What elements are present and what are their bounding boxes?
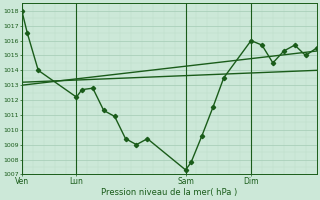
X-axis label: Pression niveau de la mer( hPa ): Pression niveau de la mer( hPa ) [101,188,237,197]
